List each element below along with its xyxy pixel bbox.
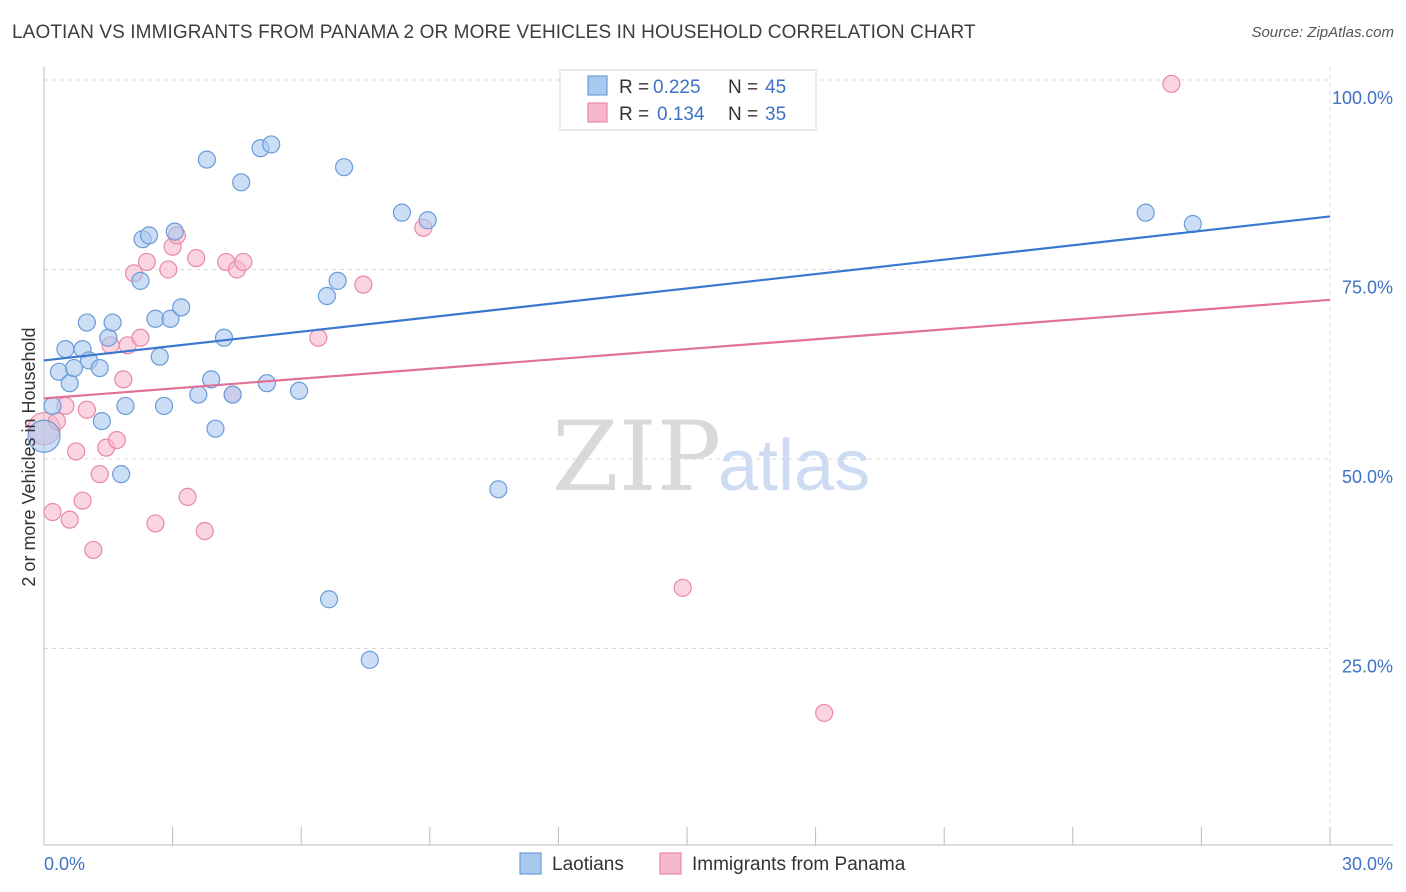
point-panama-22 <box>178 487 197 506</box>
legend-r-label-2: R = <box>619 104 649 125</box>
point-laotians-3 <box>56 339 75 359</box>
legend-r-value-1: 0.225 <box>653 77 701 98</box>
point-panama-18 <box>146 514 165 533</box>
point-laotians-20 <box>154 396 174 416</box>
point-laotians-0 <box>27 419 61 453</box>
bottom-legend-panama: Immigrants from Panama <box>692 854 906 875</box>
legend-box: R = 0.225 N = 45 R = 0.134 N = 35 <box>559 69 817 131</box>
point-panama-23 <box>187 249 206 268</box>
trend-line-panama <box>43 298 1331 400</box>
point-panama-28 <box>234 252 253 272</box>
point-laotians-32 <box>262 135 281 154</box>
point-laotians-4 <box>60 374 79 393</box>
point-laotians-37 <box>328 271 347 290</box>
y-tick-label-75: 75.0% <box>1342 278 1393 298</box>
point-laotians-1 <box>43 396 62 416</box>
point-laotians-40 <box>392 203 412 222</box>
watermark-atlas: atlas <box>718 426 870 506</box>
bottom-legend-laotians: Laotians <box>552 854 624 875</box>
point-panama-5 <box>67 442 86 461</box>
point-laotians-34 <box>289 381 309 400</box>
source-label: Source: ZipAtlas.com <box>1251 24 1394 41</box>
y-tick-label-25: 25.0% <box>1342 657 1393 677</box>
point-laotians-15 <box>131 271 150 290</box>
x-tick-label-min: 0.0% <box>44 854 85 874</box>
point-laotians-14 <box>116 396 135 416</box>
point-panama-9 <box>90 465 109 484</box>
point-laotians-26 <box>202 370 221 389</box>
watermark-zip: ZIP <box>552 401 721 513</box>
x-tick-label-max: 30.0% <box>1342 854 1393 874</box>
legend-r-label-1: R = <box>619 77 649 98</box>
legend-n-value-1: 45 <box>765 77 786 98</box>
point-panama-7 <box>77 400 96 419</box>
point-laotians-22 <box>165 222 184 241</box>
bottom-legend: Laotians Immigrants from Panama <box>519 852 906 875</box>
point-laotians-12 <box>103 313 122 332</box>
point-laotians-41 <box>418 211 437 230</box>
point-laotians-7 <box>77 313 96 332</box>
legend-swatch-panama <box>587 102 608 123</box>
point-panama-33 <box>815 703 834 723</box>
point-laotians-38 <box>334 158 354 177</box>
point-laotians-27 <box>206 419 225 438</box>
axes <box>43 67 1393 846</box>
point-panama-6 <box>73 491 92 510</box>
trend-lines <box>43 215 1331 400</box>
point-panama-4 <box>60 510 79 529</box>
point-panama-29 <box>309 328 328 347</box>
point-panama-16 <box>131 328 150 347</box>
chart-title: LAOTIAN VS IMMIGRANTS FROM PANAMA 2 OR M… <box>12 22 976 43</box>
point-laotians-42 <box>489 480 508 499</box>
point-panama-17 <box>137 252 156 272</box>
point-panama-30 <box>354 275 373 294</box>
point-panama-12 <box>107 430 126 450</box>
point-laotians-21 <box>161 309 180 328</box>
point-laotians-11 <box>99 328 118 347</box>
point-laotians-43 <box>1136 203 1155 222</box>
point-panama-24 <box>195 521 214 541</box>
y-axis-title: 2 or more Vehicles in Household <box>19 327 39 586</box>
point-laotians-17 <box>139 226 159 245</box>
point-panama-13 <box>114 370 133 389</box>
y-tick-label-50: 50.0% <box>1342 467 1393 487</box>
bottom-legend-swatch-panama <box>659 852 682 875</box>
point-panama-1 <box>43 502 62 522</box>
point-laotians-35 <box>317 286 337 306</box>
point-laotians-23 <box>172 298 191 317</box>
point-laotians-44 <box>1183 214 1202 234</box>
point-laotians-9 <box>90 358 109 378</box>
legend-n-value-2: 35 <box>765 104 786 125</box>
bottom-legend-swatch-laotians <box>519 852 542 875</box>
point-laotians-5 <box>64 358 84 378</box>
legend-n-label-2: N = <box>728 104 758 125</box>
point-laotians-25 <box>197 150 216 169</box>
point-laotians-36 <box>319 590 339 609</box>
point-laotians-24 <box>189 385 208 404</box>
point-laotians-10 <box>92 412 111 431</box>
point-panama-8 <box>84 540 103 560</box>
point-laotians-33 <box>257 374 277 393</box>
point-laotians-13 <box>112 465 131 484</box>
y-tick-labels: 25.0% 50.0% 75.0% 100.0% <box>1332 88 1393 677</box>
series-panama-points <box>27 74 1181 723</box>
point-laotians-39 <box>360 650 379 669</box>
point-panama-34 <box>1162 74 1181 93</box>
point-panama-19 <box>159 260 178 279</box>
legend-n-label-1: N = <box>728 77 758 98</box>
legend-r-value-2: 0.134 <box>657 104 705 125</box>
series-laotians-points <box>27 135 1202 669</box>
point-laotians-19 <box>150 347 169 366</box>
y-tick-label-100: 100.0% <box>1332 88 1393 108</box>
point-laotians-28 <box>214 328 234 347</box>
point-laotians-30 <box>232 173 251 192</box>
point-panama-32 <box>673 578 692 597</box>
trend-line-laotians <box>43 215 1331 362</box>
point-laotians-29 <box>223 385 242 404</box>
legend-swatch-laotians <box>587 75 608 96</box>
